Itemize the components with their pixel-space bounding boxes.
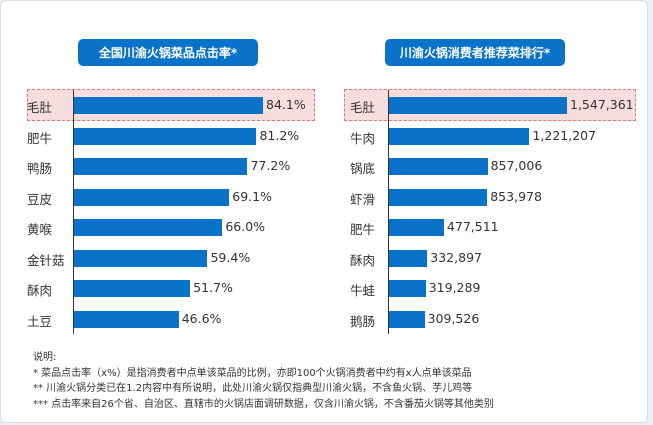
category-label: 酥肉 bbox=[27, 283, 53, 298]
bar bbox=[74, 127, 257, 145]
category-label: 锅底 bbox=[350, 161, 376, 176]
note-line: * 菜品点击率（x%）是指消费者中点单该菜品的比例，亦即100个火锅消费者中约有… bbox=[33, 367, 472, 379]
bar bbox=[389, 188, 488, 206]
category-label: 鸭肠 bbox=[27, 161, 53, 176]
category-label: 牛肉 bbox=[350, 130, 376, 146]
data-label: 59.4% bbox=[210, 249, 251, 265]
category-label: 黄喉 bbox=[27, 222, 53, 237]
bar bbox=[389, 127, 530, 145]
note-line: *** 点击率来自26个省、自治区、直辖市的火锅店面调研数据，仅含川渝火锅，不含… bbox=[33, 398, 494, 410]
category-label: 金针菇 bbox=[27, 252, 65, 268]
bar bbox=[74, 158, 248, 175]
bar bbox=[389, 310, 425, 328]
data-label: 477,511 bbox=[446, 219, 499, 234]
bar bbox=[74, 219, 223, 236]
bar bbox=[74, 280, 191, 297]
note-line: ** 川渝火锅分类已在1.2内容中有所说明，此处川渝火锅仅指典型川渝火锅，不含鱼… bbox=[33, 383, 473, 394]
category-label: 豆皮 bbox=[27, 191, 53, 207]
category-label: 毛肚 bbox=[27, 100, 53, 115]
category-label: 虾滑 bbox=[350, 191, 376, 207]
data-label: 1,547,361 bbox=[570, 97, 634, 112]
bar bbox=[389, 249, 428, 267]
category-label: 肥牛 bbox=[27, 130, 53, 146]
bar bbox=[74, 310, 179, 328]
data-label: 309,526 bbox=[427, 310, 480, 326]
bar bbox=[389, 97, 567, 114]
notes-heading: 说明: bbox=[33, 352, 57, 363]
data-label: 853,978 bbox=[490, 188, 542, 204]
left-axis bbox=[73, 90, 74, 334]
bar bbox=[389, 219, 444, 236]
data-label: 66.0% bbox=[225, 219, 266, 234]
data-label: 81.2% bbox=[259, 127, 300, 143]
data-label: 1,221,207 bbox=[532, 127, 597, 143]
data-label: 69.1% bbox=[232, 188, 272, 204]
category-label: 牛蛙 bbox=[350, 283, 376, 298]
data-label: 319,289 bbox=[428, 280, 481, 295]
category-label: 土豆 bbox=[27, 313, 53, 329]
data-label: 84.1% bbox=[266, 97, 306, 112]
bar bbox=[389, 158, 488, 175]
data-label: 51.7% bbox=[193, 280, 233, 295]
data-label: 46.6% bbox=[181, 310, 222, 326]
category-label: 酥肉 bbox=[350, 252, 376, 268]
data-label: 77.2% bbox=[250, 158, 291, 173]
category-label: 肥牛 bbox=[350, 222, 376, 237]
bar bbox=[389, 280, 426, 297]
bar bbox=[74, 188, 230, 206]
right-axis bbox=[388, 90, 389, 334]
bar bbox=[74, 97, 263, 114]
data-label: 332,897 bbox=[430, 249, 482, 265]
notes: 说明: * 菜品点击率（x%）是指消费者中点单该菜品的比例，亦即100个火锅消费… bbox=[33, 350, 494, 412]
category-label: 毛肚 bbox=[350, 100, 376, 115]
category-label: 鹅肠 bbox=[350, 313, 376, 329]
right-chart-title: 川渝火锅消费者推荐菜排行* bbox=[385, 39, 565, 66]
left-chart-title: 全国川渝火锅菜品点击率* bbox=[78, 39, 258, 66]
bar bbox=[74, 249, 208, 267]
data-label: 857,006 bbox=[490, 158, 543, 173]
